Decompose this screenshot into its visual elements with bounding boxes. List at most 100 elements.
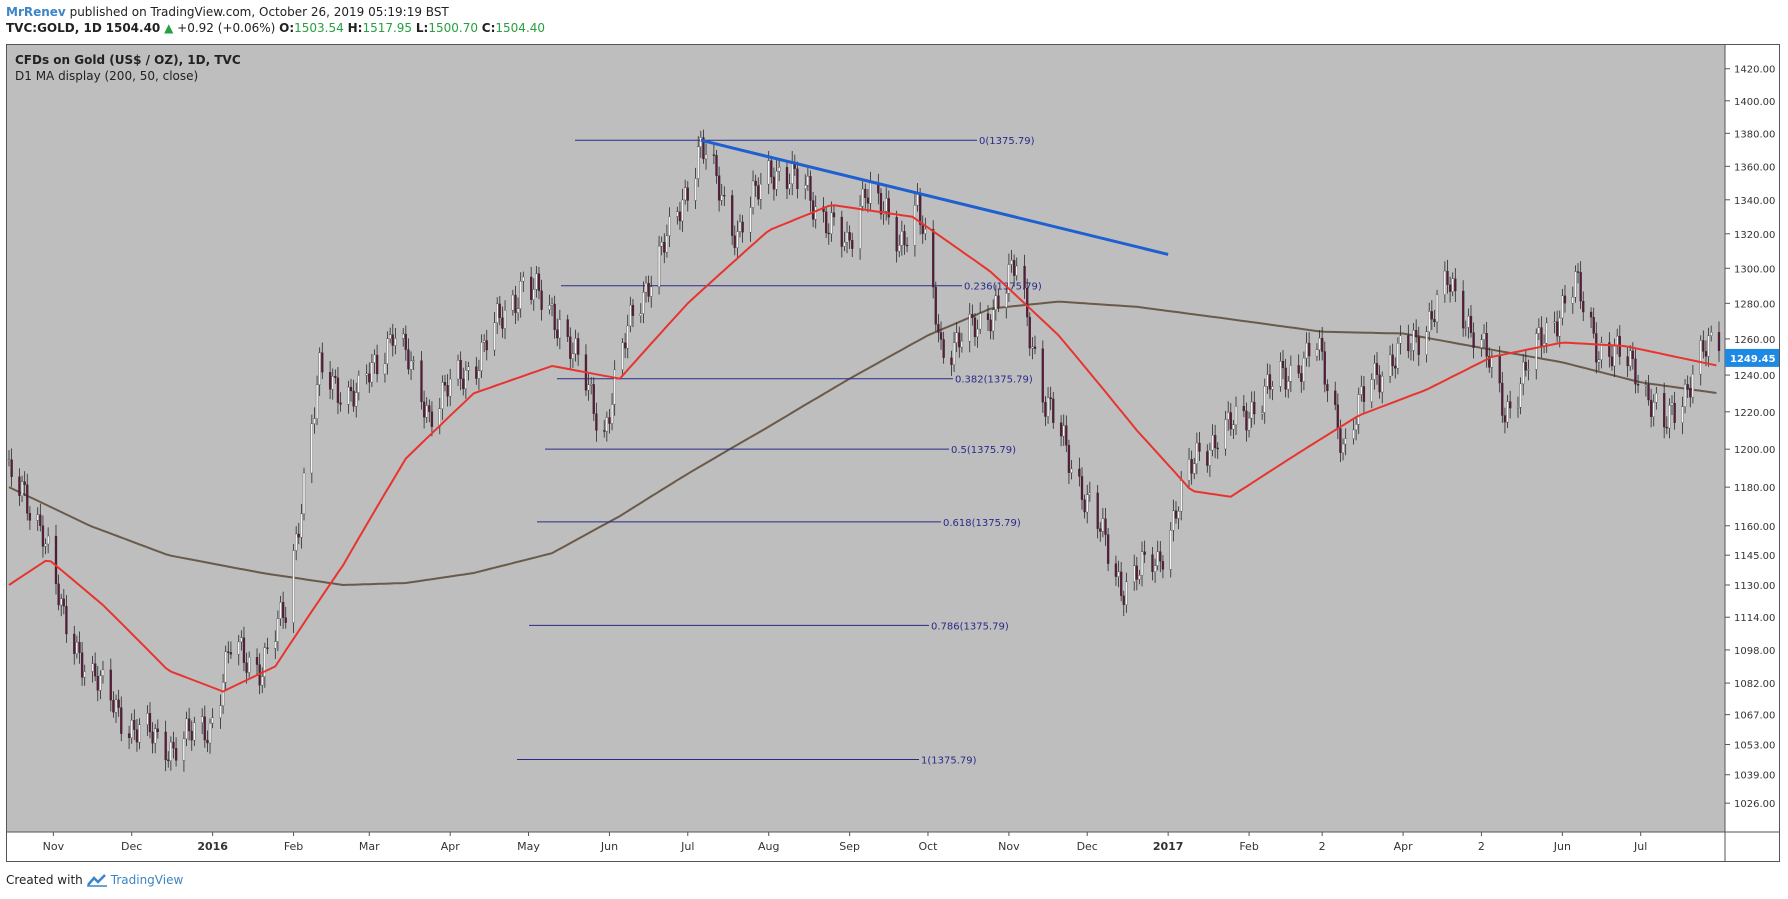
symbol-line: TVC:GOLD, 1D 1504.40 ▲ +0.92 (+0.06%) O:…	[6, 21, 545, 35]
candle-body	[127, 733, 131, 739]
candle-body	[493, 322, 496, 351]
candle-body	[10, 459, 13, 477]
candle-body	[169, 741, 173, 761]
candle-body	[1388, 354, 1392, 377]
fib-level-label: 0.786(1375.79)	[931, 621, 1009, 632]
price-tick-label: 1160.00	[1734, 522, 1775, 533]
candle-body	[1046, 397, 1050, 417]
candle-body	[83, 671, 86, 678]
candle-body	[227, 651, 230, 653]
candle-body	[1655, 393, 1658, 403]
candle-body	[292, 550, 295, 623]
candle-body	[569, 336, 572, 359]
candle-body	[1151, 554, 1154, 572]
candle-body	[861, 188, 864, 207]
candle-body	[420, 360, 423, 403]
candle-body	[172, 741, 175, 749]
tradingview-logo-icon	[86, 874, 107, 887]
candle-body	[1213, 435, 1217, 449]
plot-background	[7, 45, 1725, 832]
candle-body	[1451, 278, 1454, 292]
candle-body	[514, 294, 517, 313]
candle-body	[973, 317, 977, 338]
time-tick-label: Jun	[600, 840, 618, 853]
candle-body	[174, 748, 178, 761]
candle-body	[1172, 510, 1175, 531]
footer: Created with TradingView	[6, 873, 183, 887]
candle-body	[373, 354, 376, 363]
ma50-line	[8, 204, 1717, 693]
candle-body	[261, 676, 264, 686]
candle-body	[939, 332, 943, 340]
candle-body	[1323, 351, 1326, 385]
candle-body	[182, 738, 186, 761]
candle-body	[1015, 265, 1018, 276]
time-tick-label: Aug	[758, 840, 779, 853]
candle-body	[1574, 271, 1577, 298]
candle-body	[1245, 410, 1248, 431]
candle-body	[723, 195, 726, 197]
candle-body	[449, 378, 452, 397]
tradingview-link[interactable]: TradingView	[110, 873, 184, 887]
time-tick-label: 2	[1478, 840, 1485, 853]
candle-body	[1307, 342, 1311, 357]
candle-body	[498, 303, 501, 318]
candle-body	[1195, 442, 1199, 464]
candle-body	[1360, 386, 1363, 395]
price-tick-label: 1026.00	[1734, 799, 1775, 810]
candle-body	[1341, 443, 1345, 453]
price-tick-label: 1200.00	[1734, 445, 1775, 456]
candle-body	[464, 370, 468, 390]
price-chart[interactable]: 0(1375.79) 0.236(1375.79) 0.382(1375.79) 0.…	[7, 45, 1779, 861]
candle-body	[937, 324, 940, 333]
candle-body	[237, 641, 240, 655]
time-tick-label: Nov	[998, 840, 1020, 853]
candle-body	[1300, 373, 1303, 382]
candle-body	[1062, 425, 1065, 437]
candle-body	[1710, 332, 1713, 336]
candle-body	[1425, 331, 1428, 355]
candle-body	[791, 161, 794, 185]
candle-body	[284, 617, 287, 623]
candle-body	[942, 339, 945, 358]
candle-body	[1362, 386, 1366, 402]
candle-body	[642, 292, 645, 314]
candle-body	[1448, 284, 1452, 292]
candle-body	[201, 716, 204, 723]
candle-body	[1579, 272, 1582, 302]
candle-body	[913, 205, 917, 246]
candle-body	[1101, 518, 1105, 532]
candle-body	[224, 651, 227, 683]
candle-body	[117, 699, 120, 708]
candle-body	[1522, 361, 1525, 385]
chart-frame[interactable]: 0(1375.79) 0.236(1375.79) 0.382(1375.79) 0.…	[6, 44, 1780, 862]
time-tick-label: Dec	[1077, 840, 1098, 853]
candle-body	[1663, 393, 1666, 428]
candle-body	[428, 405, 431, 412]
candle-body	[375, 354, 379, 375]
candle-body	[921, 224, 924, 234]
candle-body	[553, 303, 556, 330]
candle-body	[1608, 342, 1611, 357]
candle-body	[1049, 397, 1052, 400]
candle-body	[1446, 270, 1449, 285]
candle-body	[1535, 333, 1538, 370]
candle-body	[1169, 530, 1172, 570]
price-tick-label: 1340.00	[1734, 196, 1775, 207]
candle-body	[814, 206, 817, 220]
candle-body	[840, 216, 843, 247]
candle-body	[1631, 350, 1634, 359]
candle-body	[516, 308, 520, 313]
candle-body	[629, 304, 632, 327]
candle-body	[1417, 336, 1420, 355]
fib-level-label: 0(1375.79)	[979, 136, 1035, 147]
candle-body	[1339, 428, 1342, 453]
candle-body	[697, 146, 700, 179]
candle-body	[310, 423, 313, 474]
author-link[interactable]: MrRenev	[6, 5, 66, 19]
candle-body	[120, 707, 123, 734]
candle-body	[603, 430, 606, 432]
symbol-label: TVC:GOLD, 1D	[6, 21, 102, 35]
candle-body	[1120, 571, 1123, 596]
candle-body	[313, 418, 316, 424]
